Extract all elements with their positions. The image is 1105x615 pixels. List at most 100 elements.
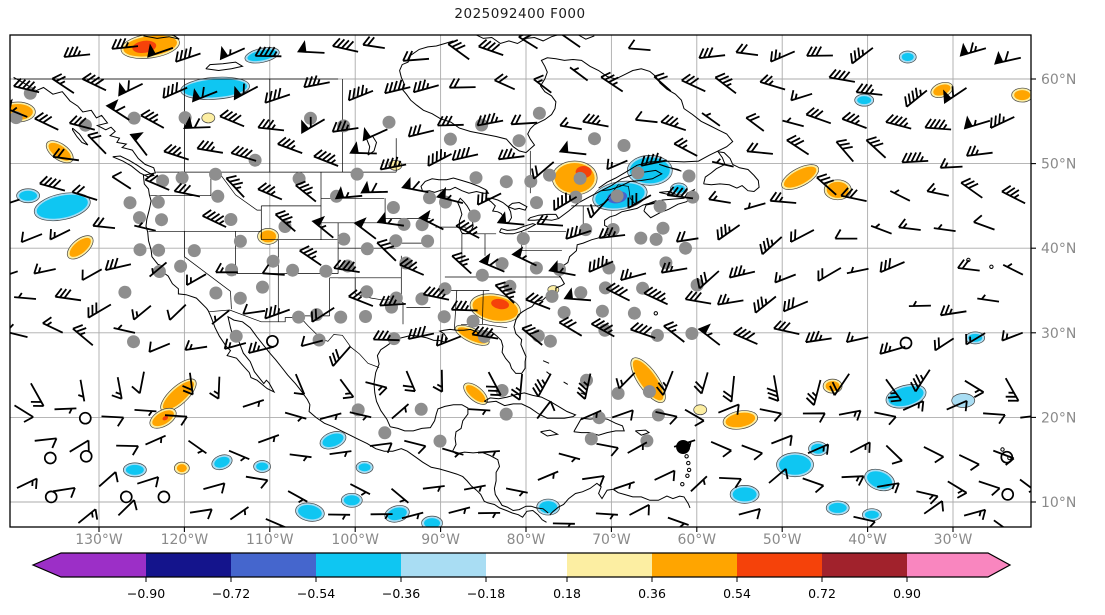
wind-barb xyxy=(81,72,107,92)
station-dot xyxy=(233,291,247,305)
wind-barb xyxy=(806,46,833,57)
wind-barb xyxy=(476,190,502,206)
wind-barb xyxy=(770,49,796,63)
wind-barb xyxy=(993,519,1005,527)
colorbar-left-arrow xyxy=(33,553,61,577)
coastline xyxy=(457,197,474,235)
wind-barb xyxy=(265,518,287,527)
wind-barb xyxy=(348,289,374,307)
wind-barb xyxy=(611,409,634,421)
wind-barb xyxy=(963,508,987,521)
wind-barb xyxy=(471,325,499,340)
state-border xyxy=(482,290,484,325)
wind-barb xyxy=(450,300,478,312)
wind-barb xyxy=(63,46,91,58)
calm-circle xyxy=(43,451,57,465)
wind-barb xyxy=(714,72,737,95)
figure-title: 2025092400 F000 xyxy=(454,6,586,22)
station-dots xyxy=(10,86,704,448)
wind-barb xyxy=(673,137,698,157)
wind-barb xyxy=(477,450,500,457)
wind-barb xyxy=(965,332,986,346)
wind-barb xyxy=(673,439,696,448)
wind-barb xyxy=(853,515,876,527)
wind-barb xyxy=(973,214,995,231)
wind-barb xyxy=(1019,478,1031,493)
wind-barb xyxy=(536,214,564,227)
island-speck xyxy=(684,454,689,459)
wind-barb xyxy=(744,202,766,211)
lon-tick-label: 50°W xyxy=(763,532,802,548)
wind-barb xyxy=(782,297,809,313)
wind-barb xyxy=(805,330,832,344)
anomaly-blob xyxy=(722,410,759,430)
wind-barb xyxy=(548,260,576,277)
wind-barb xyxy=(667,516,689,527)
calm-circle xyxy=(1001,488,1015,501)
wind-barb xyxy=(149,261,168,278)
station-dot xyxy=(610,189,624,203)
wind-barb xyxy=(885,113,912,130)
wind-barb xyxy=(182,372,194,396)
colorbar-segment xyxy=(737,553,822,577)
station-dot xyxy=(659,256,673,270)
station-dot xyxy=(499,175,513,189)
colorbar-tick-label: 0.90 xyxy=(893,586,921,601)
wind-barb xyxy=(693,372,709,395)
wind-barb xyxy=(349,483,371,496)
wind-barb xyxy=(496,211,525,226)
wind-barb xyxy=(807,443,830,455)
station-dot xyxy=(584,432,598,446)
wind-barb xyxy=(332,37,359,53)
wind-barb xyxy=(297,40,325,54)
wind-barb xyxy=(790,229,815,243)
wind-barb xyxy=(225,175,245,198)
wind-barb xyxy=(684,290,712,305)
station-dot xyxy=(611,386,625,400)
wind-barb xyxy=(468,408,491,416)
wind-barb xyxy=(147,43,174,58)
wind-barb xyxy=(1002,263,1024,276)
wind-barb xyxy=(497,148,525,161)
wind-barb xyxy=(675,230,699,243)
wind-barb xyxy=(660,261,688,274)
wind-barb xyxy=(943,86,968,105)
wind-barb xyxy=(582,475,605,487)
wind-barb xyxy=(242,303,266,315)
wind-barb xyxy=(634,110,658,124)
station-dot xyxy=(627,306,641,320)
wind-barb xyxy=(719,477,742,489)
wind-barb xyxy=(435,333,462,347)
colorbar-tick-label: −0.72 xyxy=(212,586,250,601)
wind-barb xyxy=(494,281,516,304)
anomaly-blob xyxy=(319,431,347,450)
wind-barb xyxy=(741,444,763,461)
wind-barb xyxy=(838,409,862,421)
wind-barb xyxy=(116,444,139,456)
wind-barb xyxy=(654,469,676,482)
anomaly-blob xyxy=(123,462,147,478)
station-dot xyxy=(414,402,428,416)
wind-barb xyxy=(889,189,911,202)
wind-barb xyxy=(442,447,464,458)
wind-barb xyxy=(301,116,326,134)
wind-barb xyxy=(77,379,86,402)
wind-barb xyxy=(840,187,867,202)
station-dot xyxy=(152,243,166,257)
wind-barb xyxy=(422,286,450,301)
station-dot xyxy=(397,217,411,231)
wind-barb xyxy=(666,186,694,200)
wind-barb xyxy=(924,118,952,131)
wind-barb xyxy=(978,480,1001,496)
wind-barb xyxy=(164,414,188,426)
station-dot xyxy=(466,314,480,328)
station-dot xyxy=(651,408,665,422)
anomaly-blob xyxy=(776,452,814,478)
station-dot xyxy=(389,291,403,305)
wind-barb xyxy=(885,444,903,465)
wind-barb xyxy=(339,378,355,400)
anomaly-blob xyxy=(729,485,760,504)
wind-barb xyxy=(432,369,444,393)
wind-barb xyxy=(427,149,452,167)
anomaly-blob xyxy=(1011,87,1031,103)
